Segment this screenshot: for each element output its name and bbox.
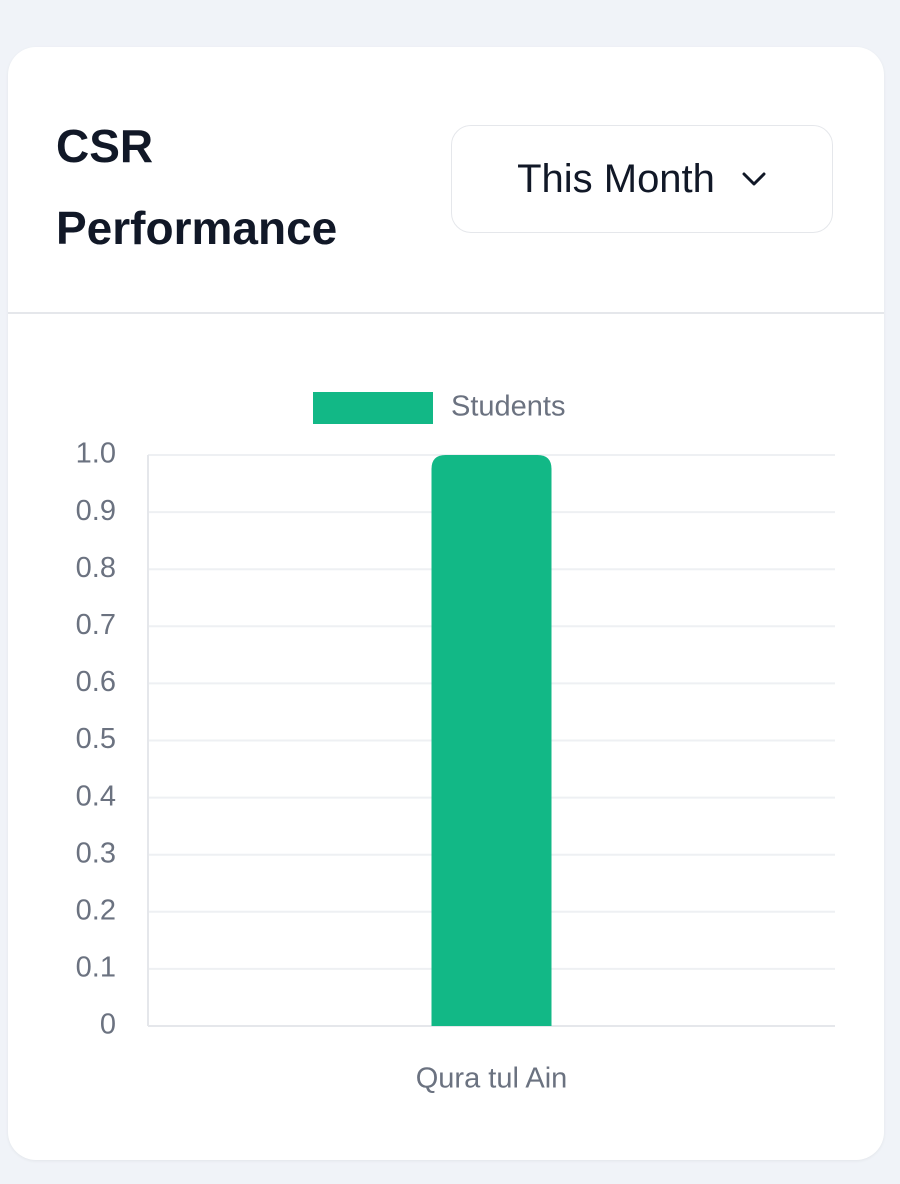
y-tick-label: 0.7 <box>76 609 116 641</box>
chevron-icon <box>742 172 766 186</box>
y-tick-label: 0.5 <box>76 723 116 755</box>
y-tick-label: 0.4 <box>76 780 116 812</box>
y-tick-label: 0.1 <box>76 952 116 984</box>
y-tick-label: 0.8 <box>76 552 116 584</box>
legend-swatch <box>313 392 433 424</box>
bar <box>431 455 552 1026</box>
x-tick-label: Qura tul Ain <box>416 1063 568 1095</box>
y-tick-label: 0.3 <box>76 837 116 869</box>
card-title: CSR Performance <box>56 120 338 254</box>
period-dropdown[interactable]: This Month <box>451 125 833 233</box>
legend-label: Students <box>451 391 565 423</box>
y-tick-label: 0.2 <box>76 894 116 926</box>
divider <box>8 312 884 314</box>
y-tick-label: 0.9 <box>76 495 116 527</box>
dropdown-label: This Month <box>517 156 715 201</box>
y-tick-label: 1.0 <box>76 438 116 470</box>
y-tick-label: 0 <box>100 1009 116 1041</box>
y-tick-label: 0.6 <box>76 666 116 698</box>
